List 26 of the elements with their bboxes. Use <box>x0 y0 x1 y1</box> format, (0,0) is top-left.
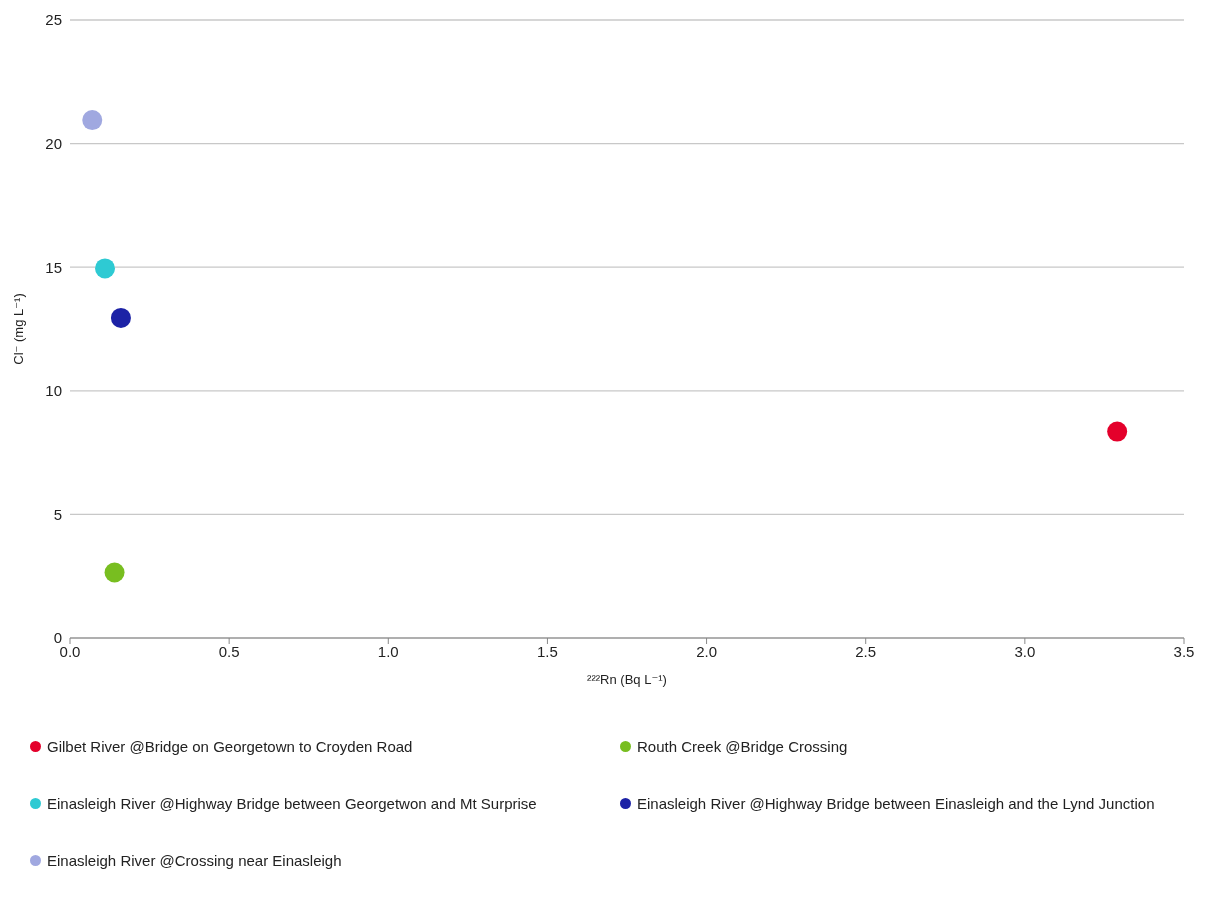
x-tick-label: 1.5 <box>537 642 558 660</box>
point <box>1107 421 1128 442</box>
y-tick-label: 20 <box>45 134 62 152</box>
point <box>104 562 125 583</box>
x-tick-label: 2.0 <box>696 642 717 660</box>
point <box>110 307 131 328</box>
y-tick-label: 5 <box>53 505 62 523</box>
x-tick-label: 3.5 <box>1173 642 1195 660</box>
x-tick-label: 0.0 <box>59 642 81 660</box>
legend-label: Einasleigh River @Highway Bridge between Einasleigh and the Lynd Junction <box>637 795 1155 812</box>
x-tick-label: 3.0 <box>1014 642 1036 660</box>
x-tick-label: 2.5 <box>855 642 877 660</box>
legend-label: Routh Creek @Bridge Crossing <box>637 738 848 755</box>
x-tick-label: 0.5 <box>218 642 240 660</box>
legend-label: Einasleigh River @Crossing near Einasleigh <box>47 852 342 869</box>
y-tick-label: 15 <box>45 258 62 276</box>
y-tick-label: 10 <box>45 382 62 400</box>
x-tick-label: 1.0 <box>377 642 399 660</box>
legend-label: Gilbet River @Bridge on Georgetown to Croyden Road <box>47 738 413 755</box>
x-axis-title: ²²²Rn (Bq L⁻¹) <box>587 672 667 687</box>
y-tick-label: 25 <box>45 11 62 29</box>
point <box>82 110 103 131</box>
point <box>95 258 116 279</box>
y-tick-label: 0 <box>53 629 62 647</box>
legend-label: Einasleigh River @Highway Bridge between Georgetwon and Mt Surprise <box>47 795 537 812</box>
y-axis-title: Cl⁻ (mg L⁻¹) <box>10 293 26 365</box>
